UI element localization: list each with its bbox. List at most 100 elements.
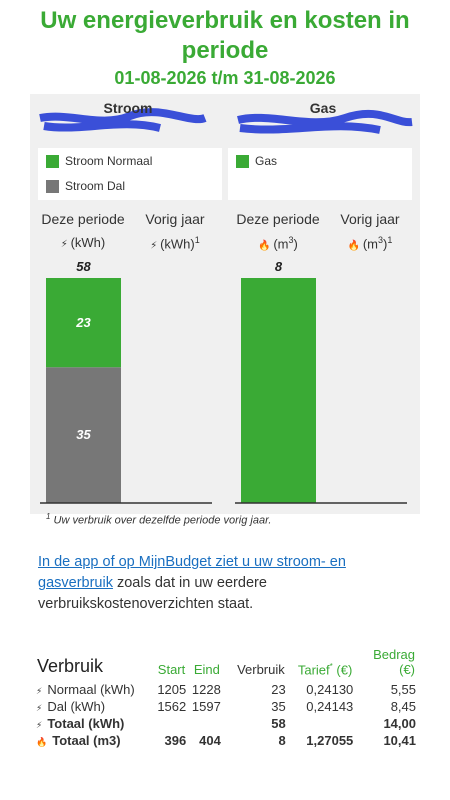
unit-label: ⚡ (kWh): [38, 235, 128, 250]
table-cell: [286, 715, 354, 732]
col-header-text: Tarief: [297, 662, 330, 677]
legend-swatch: [236, 154, 249, 168]
cell-text: 1597: [191, 699, 221, 714]
legend-label: Stroom Normaal: [65, 154, 153, 168]
table-cell: 14,00: [353, 715, 416, 732]
unit-text: (m: [362, 236, 379, 252]
bar-segment: [241, 278, 316, 503]
app-link[interactable]: In de app of op MijnBudget ziet u uw str…: [38, 554, 346, 591]
col-header-mark: *: [329, 661, 333, 671]
unit-text: (m: [273, 236, 289, 252]
table-cell: [151, 715, 187, 732]
unit-text: ): [293, 236, 298, 252]
paragraph-text: zoals dat in uw eerdere verbruikskosteno…: [38, 575, 267, 612]
table-cell: 1597: [186, 698, 221, 715]
cell-text: 14,00: [383, 716, 416, 731]
cell-text: 0,24130: [306, 682, 354, 697]
table-cell: ⚡ Dal (kWh): [36, 698, 151, 715]
cell-text: Normaal (kWh): [47, 682, 135, 697]
cell-text: 0,24143: [306, 699, 354, 714]
icon: 🔥: [36, 737, 53, 747]
legend-swatch: [46, 154, 59, 168]
total-label: 58: [76, 259, 91, 274]
footnote-text: Uw verbruik over dezelfde periode vorig …: [53, 514, 272, 527]
table-cell: 1205: [151, 681, 187, 698]
icon: ⚡: [36, 720, 48, 730]
table-row: ⚡ Dal (kWh) 1562 1597 35 0,24143 8,45: [36, 698, 416, 715]
bar-segment: [46, 367, 121, 503]
icon: ⚡: [36, 686, 48, 696]
chart-title: Gas: [309, 100, 337, 116]
cell-text: 396: [164, 733, 187, 748]
cell-text: 23: [271, 682, 286, 697]
table-cell: 8,45: [353, 698, 416, 715]
legend-item: Stroom Normaal: [46, 154, 152, 168]
cell-text: 5,55: [390, 682, 416, 697]
table-title: Verbruik: [37, 656, 104, 676]
icon: ⚡: [60, 239, 71, 250]
table-cell: 0,24143: [286, 698, 354, 715]
icon: ⚡: [36, 703, 48, 713]
legend-swatch: [46, 179, 59, 193]
icon: 🔥: [347, 240, 363, 252]
cell-text: 1228: [191, 682, 221, 697]
cell-text: Totaal (kWh): [47, 716, 125, 731]
table-cell: 23: [221, 681, 286, 698]
redaction: [39, 108, 207, 132]
table-cell: ⚡ Normaal (kWh): [36, 681, 151, 698]
table-cell: 🔥 Totaal (m3): [36, 732, 151, 749]
table-row: ⚡ Normaal (kWh) 1205 1228 23 0,24130 5,55: [36, 681, 416, 698]
table-header: Verbruik Start Eind Verbruik Tarief* (€)…: [36, 646, 416, 681]
cell-text: Totaal (m3): [52, 733, 121, 748]
page-title: Uw energieverbruik en kosten in periode: [40, 7, 410, 64]
footnote-mark: 1: [46, 512, 51, 521]
cell-text: 35: [271, 699, 286, 714]
legend-item: Gas: [236, 154, 277, 168]
table-cell: 396: [151, 732, 187, 749]
period: 01-08-2026 t/m 31-08-2026: [114, 68, 336, 88]
category-label: Vorig jaar: [145, 211, 205, 227]
cell-text: 10,41: [383, 733, 416, 748]
table-cell: 5,55: [353, 681, 416, 698]
cell-text: 1205: [157, 682, 187, 697]
cell-text: 8,45: [390, 699, 416, 714]
legend-label: Gas: [255, 154, 278, 168]
category-label: Deze periode: [41, 211, 125, 227]
icon: 🔥: [258, 240, 274, 252]
cell-text: 8: [278, 733, 286, 748]
legend-label: Stroom Dal: [65, 179, 126, 193]
unit-text: ): [383, 236, 388, 252]
table-cell: 35: [221, 698, 286, 715]
category-label: Vorig jaar: [340, 211, 400, 227]
unit-text: (kWh): [70, 235, 106, 250]
cell-text: 404: [199, 733, 221, 748]
segment-label: 23: [76, 314, 91, 330]
col-header: Start: [157, 662, 186, 677]
legend: Stroom Normaal Stroom Dal: [38, 148, 222, 200]
unit-sup: 3: [378, 235, 384, 245]
unit-text: (kWh): [160, 236, 195, 252]
col-header: Bedrag (€): [353, 646, 416, 681]
cell-text: 58: [271, 716, 286, 731]
table-cell: 404: [186, 732, 221, 749]
table-cell: 10,41: [353, 732, 416, 749]
legend: Gas: [228, 148, 412, 200]
footnote: 1 Uw verbruik over dezelfde periode vori…: [46, 512, 271, 527]
segment-label: 35: [76, 427, 91, 443]
icon: ⚡: [150, 240, 161, 252]
unit-label: 🔥 (m3)1: [325, 235, 415, 251]
usage-table: Verbruik Start Eind Verbruik Tarief* (€)…: [36, 646, 416, 749]
unit-sup: 3: [288, 235, 294, 245]
redaction: [237, 109, 413, 134]
col-header: Eind: [193, 662, 220, 677]
col-header-text: Bedrag: [373, 647, 415, 662]
col-header-unit: (€): [399, 662, 415, 677]
paragraph: In de app of op MijnBudget ziet u uw str…: [38, 552, 368, 615]
table-cell: 1228: [186, 681, 221, 698]
table-cell: ⚡ Totaal (kWh): [36, 715, 151, 732]
category-label: Deze periode: [236, 211, 320, 227]
table-cell: 1,27055: [286, 732, 353, 749]
chart-title: Stroom: [103, 100, 153, 116]
